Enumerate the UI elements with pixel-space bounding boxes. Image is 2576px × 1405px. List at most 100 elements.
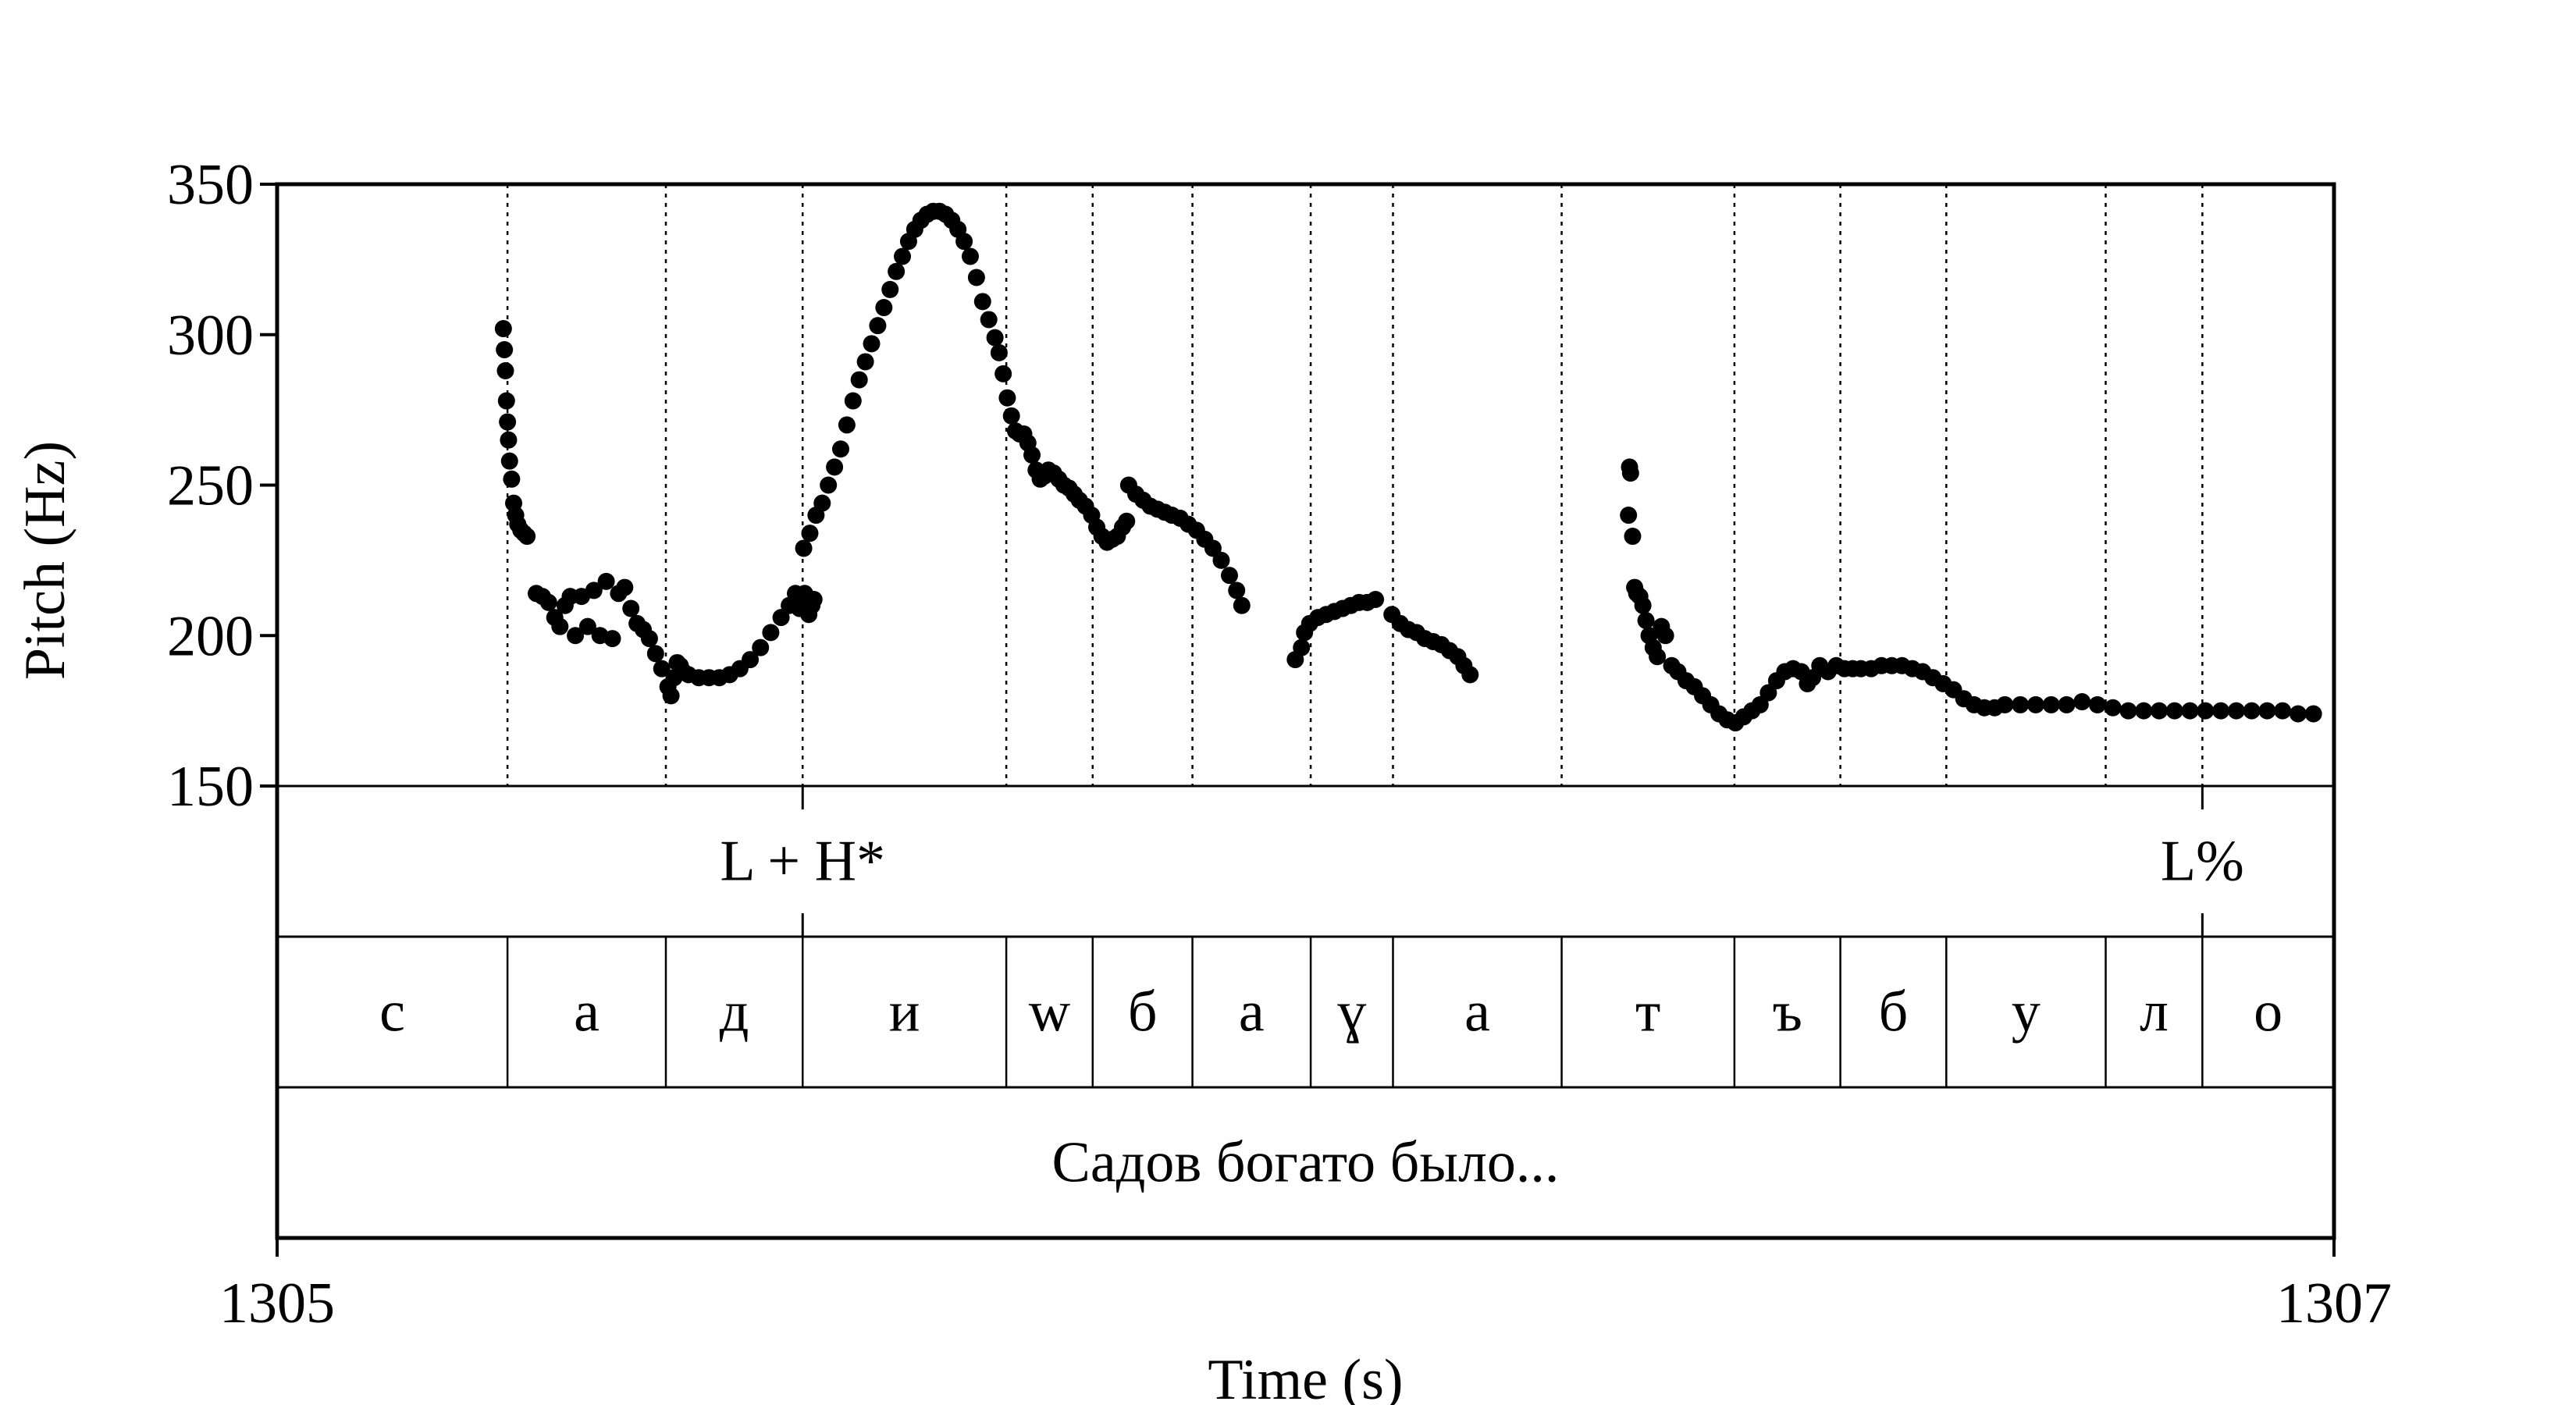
pitch-point: [1118, 512, 1136, 530]
segment-label: w: [1029, 980, 1071, 1044]
pitch-point: [990, 343, 1008, 361]
pitch-point: [986, 329, 1004, 347]
pitch-point: [2104, 699, 2122, 717]
pitch-point: [1996, 695, 2014, 713]
pitch-point: [2058, 695, 2076, 713]
tone-ticks: [801, 786, 2204, 937]
pitch-point: [585, 582, 603, 599]
segment-label: о: [2254, 980, 2282, 1044]
pitch-point: [805, 590, 823, 608]
segment-label: и: [889, 980, 920, 1044]
pitch-point: [539, 593, 557, 611]
pitch-point: [1634, 596, 1652, 614]
pitch-point: [518, 528, 536, 546]
pitch-point: [752, 638, 770, 656]
pitch-point: [831, 440, 849, 458]
segment-label: у: [2012, 980, 2041, 1044]
sentence-label: Садов богато было...: [1052, 1131, 1560, 1195]
pitch-point: [2042, 695, 2060, 713]
pitch-point: [497, 392, 515, 410]
pitch-point: [869, 317, 887, 335]
segment-label: с: [379, 980, 405, 1044]
pitch-point: [662, 687, 680, 705]
pitch-point: [494, 320, 512, 338]
y-tick-label: 250: [167, 454, 254, 518]
x-axis-ticks: 1305 1307: [219, 1238, 2392, 1336]
pitch-point: [1759, 684, 1777, 702]
pitch-point: [1649, 648, 1667, 666]
pitch-point: [2181, 702, 2199, 720]
pitch-point: [856, 353, 874, 371]
pitch-point: [2197, 702, 2215, 720]
pitch-point: [499, 413, 517, 431]
pitch-point: [994, 365, 1012, 382]
pitch-point: [2073, 693, 2091, 711]
pitch-point: [646, 645, 664, 663]
pitch-point: [1621, 464, 1639, 482]
pitch-point: [2026, 695, 2044, 713]
pitch-point: [2258, 702, 2276, 720]
pitch-point: [1233, 596, 1251, 614]
pitch-point: [567, 627, 585, 645]
pitch-point: [881, 280, 899, 298]
pitch-point: [961, 247, 979, 265]
y-axis-title: Pitch (Hz): [13, 441, 77, 680]
segment-label: а: [574, 980, 600, 1044]
pitch-point: [1461, 666, 1479, 684]
pitch-point: [1293, 638, 1311, 656]
pitch-point: [850, 371, 868, 389]
pitch-point: [2227, 702, 2245, 720]
pitch-point: [597, 572, 615, 590]
segment-label: а: [1239, 980, 1265, 1044]
pitch-point: [2165, 702, 2183, 720]
pitch-point: [2135, 702, 2153, 720]
pitch-point: [622, 599, 640, 617]
x-tick-label: 1305: [219, 1272, 335, 1336]
pitch-point: [863, 335, 881, 353]
pitch-point: [2304, 705, 2322, 723]
pitch-point: [967, 269, 985, 286]
pitch-point: [795, 539, 813, 557]
y-tick-label: 200: [167, 604, 254, 668]
pitch-point: [980, 311, 998, 329]
pitch-point: [496, 362, 514, 380]
pitch-point: [844, 392, 862, 410]
pitch-point: [1204, 539, 1222, 557]
pitch-point: [551, 617, 569, 635]
x-tick-label: 1307: [2276, 1272, 2392, 1336]
pitch-point: [2119, 702, 2137, 720]
pitch-point: [1221, 567, 1239, 585]
x-axis-title: Time (s): [1208, 1348, 1403, 1405]
tone-labels: L + H* L%: [720, 830, 2243, 894]
pitch-point: [1002, 407, 1020, 425]
plot-frame: [275, 182, 2336, 1240]
pitch-point: [653, 660, 671, 678]
segment-label: б: [1879, 980, 1909, 1044]
pitch-point: [826, 458, 844, 476]
pitch-point: [875, 299, 893, 317]
pitch-point: [1656, 627, 1674, 645]
segment-dividers: [506, 937, 2204, 1087]
pitch-point: [2088, 695, 2106, 713]
pitch-point: [1637, 611, 1655, 629]
y-tick-label: 300: [167, 304, 254, 368]
pitch-points: [494, 202, 2322, 732]
pitch-point: [603, 630, 621, 648]
pitch-point: [1624, 528, 1642, 546]
pitch-point: [973, 293, 991, 311]
segment-label: ъ: [1773, 980, 1802, 1044]
segment-label: т: [1635, 980, 1660, 1044]
pitch-point: [998, 389, 1016, 407]
pitch-point: [838, 416, 856, 434]
pitch-point: [616, 578, 634, 596]
pitch-point: [1023, 446, 1041, 464]
tone-label: L + H*: [720, 830, 885, 894]
segment-label: ɣ: [1337, 980, 1366, 1044]
pitch-point: [496, 341, 514, 359]
pitch-point: [503, 470, 521, 488]
pitch-point: [2151, 702, 2169, 720]
segment-label: а: [1464, 980, 1490, 1044]
